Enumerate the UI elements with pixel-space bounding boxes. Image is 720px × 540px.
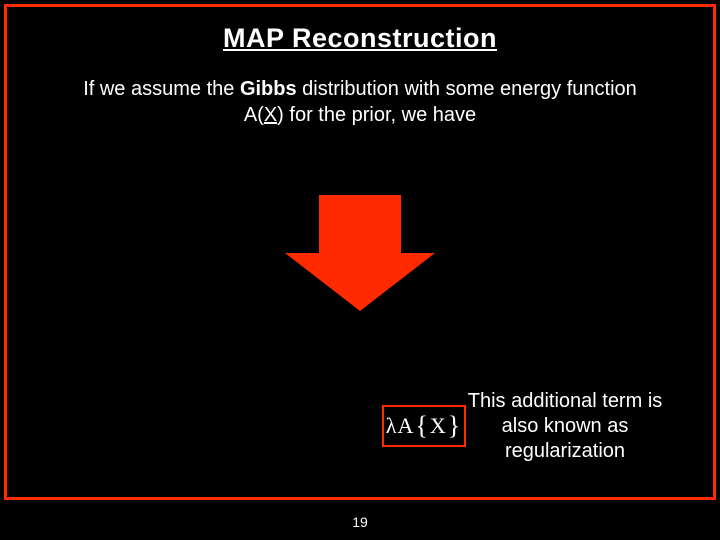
body-gibbs: Gibbs (240, 78, 297, 100)
formula-box: λA{X} (382, 405, 466, 447)
page-number: 19 (0, 514, 720, 530)
body-suffix: ) for the prior, we have (277, 104, 476, 126)
body-prefix: If we assume the (83, 78, 240, 100)
formula-lbrace: { (414, 411, 429, 441)
down-arrow (285, 195, 435, 311)
slide-frame: MAP Reconstruction If we assume the Gibb… (4, 4, 716, 500)
formula-rbrace: } (447, 411, 462, 441)
formula-A: A (397, 413, 414, 439)
formula-lambda: λ (386, 413, 398, 439)
arrow-icon (285, 195, 435, 311)
body-x: X (264, 104, 277, 126)
slide-body: If we assume the Gibbs distribution with… (67, 76, 653, 128)
regularization-note: This additional term is also known as re… (465, 389, 665, 464)
formula-X: X (430, 413, 447, 439)
slide-title: MAP Reconstruction (7, 23, 713, 54)
